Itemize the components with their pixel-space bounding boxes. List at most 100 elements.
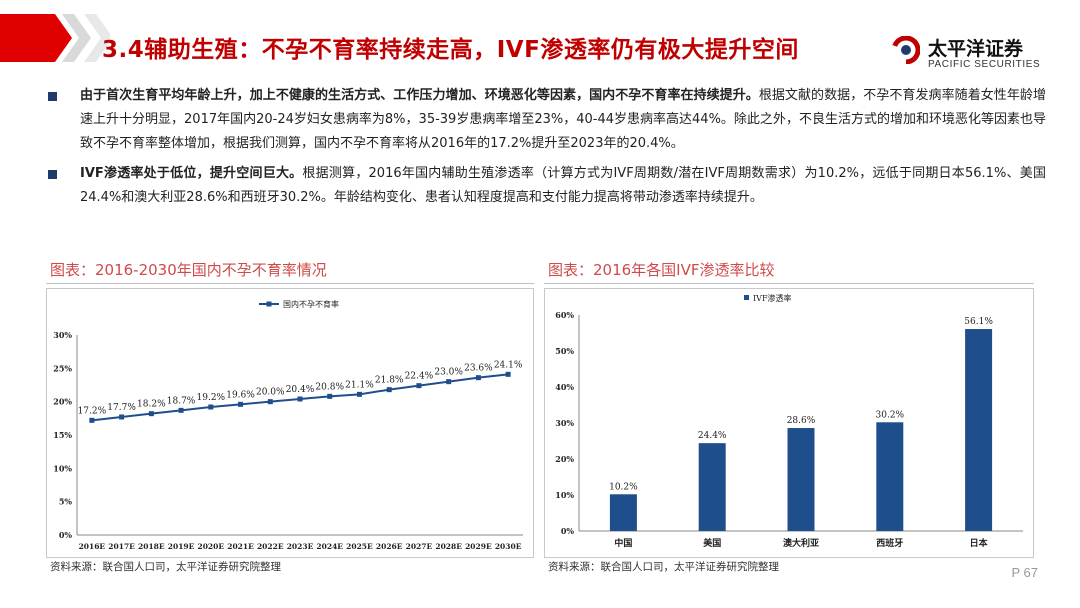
data-label: 19.2% [197,393,226,403]
data-point [327,393,333,399]
data-point [267,399,273,405]
x-tick-label: 2017E [108,542,135,551]
x-tick-label: 2024E [316,542,343,551]
x-tick-label: 中国 [614,537,632,549]
data-label: 24.4% [698,431,727,441]
data-point [475,375,481,381]
data-label: 30.2% [876,410,905,420]
bullet-text: 根据文献的数据，不孕不育发病率随着女性年龄增速上升十分明显，2017年国内20-… [80,88,1046,151]
data-point [238,401,244,407]
x-tick-label: 2027E [406,542,433,551]
y-tick-label: 5% [59,497,73,507]
bar-chart: 0% 10% 20% 30% 40% 50% 60% 中国 美国 澳大利亚 西班牙 日本 10.2% 24… [555,293,1023,549]
x-tick-label: 2023E [287,542,314,551]
data-label: 24.1% [494,360,523,370]
y-tick-label: 0% [59,530,73,540]
right-chart-frame: 0% 10% 20% 30% 40% 50% 60% 中国 美国 澳大利亚 西班牙 日本 10.2% 24… [544,288,1034,558]
data-label: 22.4% [405,372,434,382]
bar [965,329,993,531]
y-tick-label: 20% [555,454,574,464]
y-tick-label: 50% [555,346,574,356]
data-point [297,396,303,402]
data-point [89,417,95,423]
data-label: 56.1% [964,317,993,327]
company-logo: 太平洋证券 PACIFIC SECURITIES [888,32,1058,74]
x-tick-label: 澳大利亚 [783,537,819,549]
x-tick-label: 2020E [198,542,225,551]
legend-marker [266,301,272,307]
bar [698,443,726,531]
bullet-square-icon [48,92,57,101]
data-label: 21.8% [375,376,404,386]
left-title-divider [46,283,534,284]
legend-label: IVF渗透率 [753,293,792,303]
page-number: P 67 [1011,565,1038,580]
bar [609,494,637,531]
x-tick-label: 2026E [376,542,403,551]
data-point [148,411,154,417]
left-chart-frame: 0% 5% 10% 15% 20% 25% 30% 2016E 2017E 2018E 2019E 2… [46,288,534,558]
data-label: 21.1% [345,380,374,390]
y-tick-label: 15% [53,430,72,440]
data-point [208,404,214,410]
data-label: 23.6% [464,364,493,374]
y-tick-label: 10% [555,490,574,500]
data-point [505,371,511,377]
data-label: 19.6% [226,390,255,400]
x-tick-label: 2025E [346,542,373,551]
bullet-item: IVF渗透率处于低位，提升空间巨大。根据测算，2016年国内辅助生殖渗透率（计算… [46,162,1046,210]
x-tick-label: 2022E [257,542,284,551]
y-tick-label: 20% [53,397,72,407]
x-tick-label: 2030E [495,542,522,551]
legend-label: 国内不孕不育率 [283,299,339,309]
y-tick-label: 0% [561,526,575,536]
x-tick-label: 2019E [168,542,195,551]
bullet-bold-text: 由于首次生育平均年龄上升，加上不健康的生活方式、工作压力增加、环境恶化等因素，国… [80,88,759,103]
x-tick-label: 西班牙 [876,537,903,549]
x-tick-label: 美国 [703,537,721,549]
logo-name-cn: 太平洋证券 [928,38,1024,60]
right-chart-source: 资料来源：联合国人口司，太平洋证券研究院整理 [548,561,779,573]
left-chart-title: 图表：2016-2030年国内不孕不育率情况 [50,261,327,279]
y-tick-label: 30% [53,330,72,340]
bullet-item: 由于首次生育平均年龄上升，加上不健康的生活方式、工作压力增加、环境恶化等因素，国… [46,84,1046,156]
data-label: 20.0% [256,388,285,398]
logo-mark-icon [892,36,920,64]
data-label: 18.2% [137,400,166,410]
logo-name-en: PACIFIC SECURITIES [928,59,1041,70]
header-stripes [0,14,110,62]
data-point [178,407,184,413]
data-point [356,391,362,397]
right-chart-title: 图表：2016年各国IVF渗透率比较 [548,261,775,279]
x-tick-label: 2028E [435,542,462,551]
bullet-bold-text: IVF渗透率处于低位，提升空间巨大。 [80,166,303,181]
x-tick-label: 2018E [138,542,165,551]
x-tick-label: 日本 [970,537,989,549]
y-tick-label: 60% [555,310,574,320]
left-chart-source: 资料来源：联合国人口司，太平洋证券研究院整理 [50,561,281,573]
page-title: 3.4辅助生殖：不孕不育率持续走高，IVF渗透率仍有极大提升空间 [102,37,799,63]
data-point [386,387,392,393]
y-tick-label: 40% [555,382,574,392]
line-chart: 0%5%10%15%20%25%30%2016E 2017E 2018E 2019E 2… [53,299,523,551]
bullet-list: 由于首次生育平均年龄上升，加上不健康的生活方式、工作压力增加、环境恶化等因素，国… [46,84,1046,216]
data-label: 20.8% [315,382,344,392]
legend-marker [744,295,749,300]
data-point [416,383,422,389]
data-label: 23.0% [434,368,463,378]
bullet-square-icon [48,170,57,179]
x-tick-label: 2016E [79,542,106,551]
x-tick-label: 2029E [465,542,492,551]
x-tick-label: 2021E [227,542,254,551]
data-label: 20.4% [286,385,315,395]
bullet-text: 根据测算，2016年国内辅助生殖渗透率（计算方式为IVF周期数/潜在IVF周期数… [80,166,1046,205]
y-tick-label: 30% [555,418,574,428]
data-label: 10.2% [609,482,638,492]
y-tick-label: 25% [53,363,72,373]
data-point [119,414,125,420]
data-point [446,379,452,385]
bar [876,422,904,531]
data-label: 17.7% [107,403,136,413]
data-label: 17.2% [78,406,107,416]
data-label: 18.7% [167,396,196,406]
